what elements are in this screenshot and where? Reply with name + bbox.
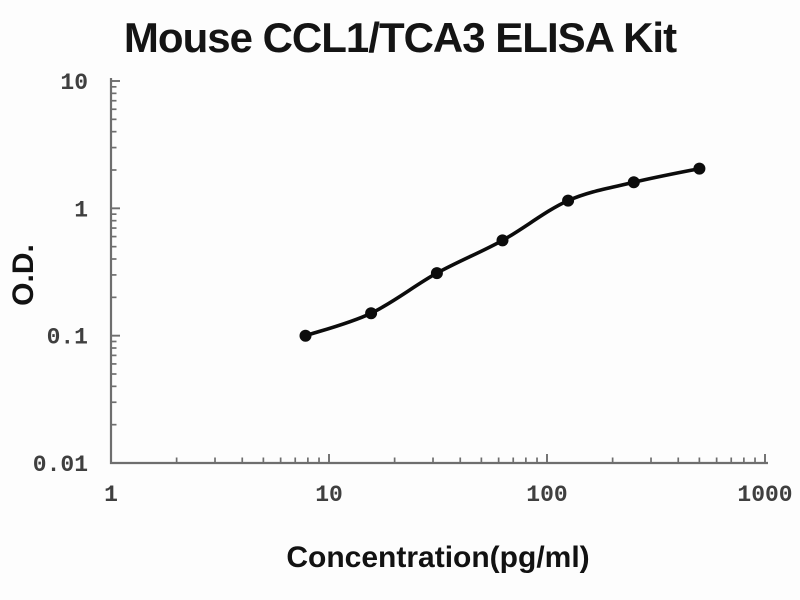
x-tick-label: 1000 — [737, 482, 792, 508]
data-point — [365, 307, 378, 320]
axis-spine — [109, 78, 768, 465]
y-tick-label: 10 — [60, 70, 88, 96]
x-tick-label: 10 — [315, 482, 343, 508]
x-axis-label: Concentration(pg/ml) — [286, 541, 590, 574]
y-tick-label: 0.01 — [33, 452, 88, 478]
data-point — [496, 234, 509, 247]
data-point — [430, 267, 443, 280]
chart-title: Mouse CCL1/TCA3 ELISA Kit — [123, 14, 677, 61]
data-point — [562, 194, 575, 207]
fitted-curve — [303, 166, 702, 338]
data-point — [693, 162, 706, 175]
data-point — [299, 329, 312, 342]
data-point — [627, 176, 640, 189]
y-tick-label: 1 — [74, 197, 88, 223]
x-tick-label: 100 — [526, 482, 567, 508]
x-tick-label: 1 — [104, 482, 118, 508]
y-tick-label: 0.1 — [47, 325, 88, 351]
